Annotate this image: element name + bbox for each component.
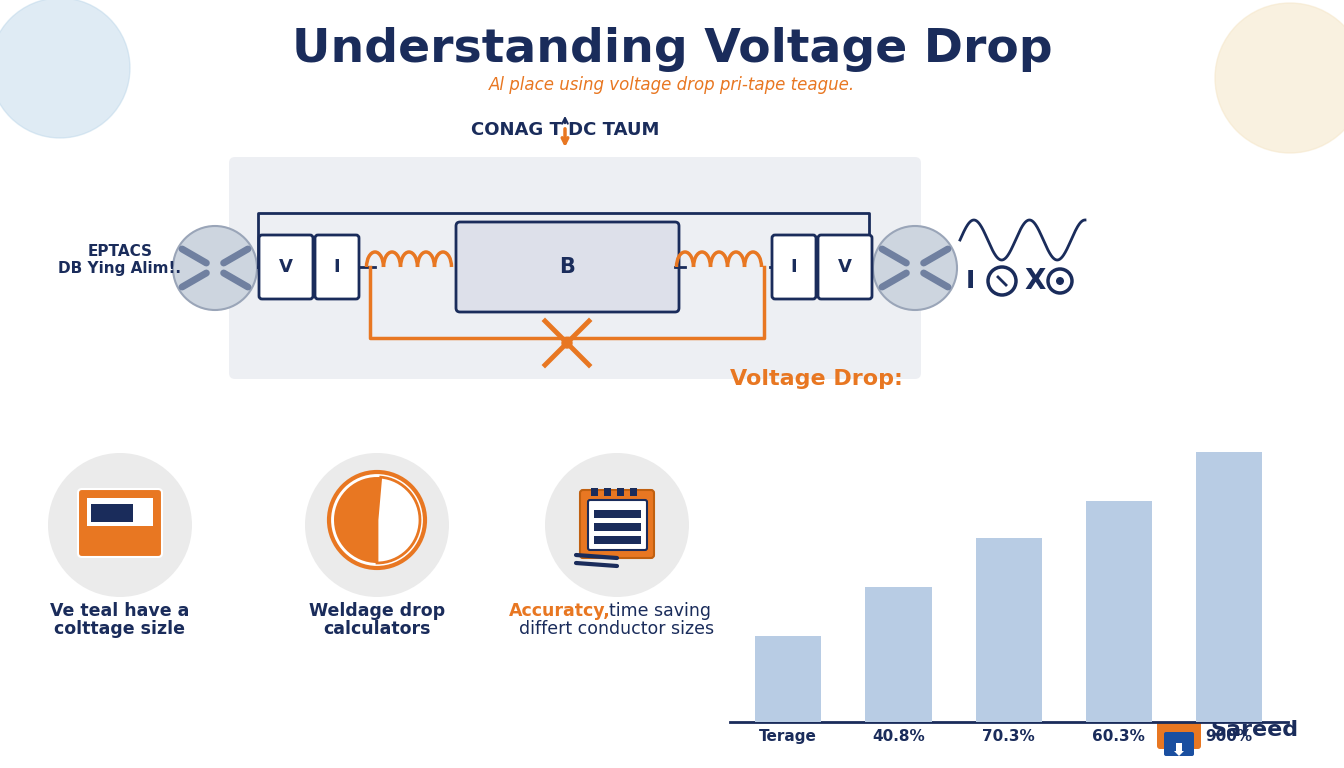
FancyBboxPatch shape	[259, 235, 313, 299]
Text: differt conductor sizes: differt conductor sizes	[519, 620, 715, 638]
Text: Accuratcy,: Accuratcy,	[509, 602, 612, 620]
Bar	[594, 510, 641, 518]
Text: Al place using voltage drop pri-tape teague.: Al place using voltage drop pri-tape tea…	[489, 76, 855, 94]
Text: Ve teal have a: Ve teal have a	[50, 602, 190, 620]
Text: Understanding Voltage Drop: Understanding Voltage Drop	[292, 28, 1052, 72]
FancyBboxPatch shape	[1157, 705, 1202, 749]
Circle shape	[546, 453, 689, 597]
Bar	[603, 488, 612, 496]
Bar	[591, 488, 598, 496]
Text: B: B	[559, 257, 575, 277]
Text: Sareed: Sareed	[1210, 720, 1298, 740]
FancyBboxPatch shape	[314, 235, 359, 299]
Bar	[91, 504, 133, 522]
Bar	[617, 488, 624, 496]
FancyBboxPatch shape	[771, 235, 816, 299]
Bar	[1086, 501, 1152, 722]
Text: TM: TM	[1262, 713, 1278, 723]
Bar	[755, 636, 821, 722]
Text: calculators: calculators	[324, 620, 430, 638]
Text: Voltage Drop:: Voltage Drop:	[730, 369, 903, 389]
FancyBboxPatch shape	[228, 157, 921, 379]
Circle shape	[329, 472, 425, 568]
Circle shape	[305, 453, 449, 597]
FancyBboxPatch shape	[581, 490, 655, 558]
FancyBboxPatch shape	[78, 489, 163, 557]
Text: CONAG T DC TAUM: CONAG T DC TAUM	[470, 121, 659, 139]
Text: Weldage drop: Weldage drop	[309, 602, 445, 620]
Wedge shape	[335, 477, 380, 563]
Wedge shape	[378, 477, 419, 563]
FancyBboxPatch shape	[589, 500, 646, 550]
Circle shape	[173, 226, 257, 310]
FancyBboxPatch shape	[1164, 732, 1193, 756]
FancyArrow shape	[1175, 743, 1184, 756]
Circle shape	[562, 338, 573, 348]
Circle shape	[874, 226, 957, 310]
Bar	[976, 538, 1042, 722]
Text: time saving: time saving	[609, 602, 711, 620]
Text: V: V	[280, 258, 293, 276]
Circle shape	[1056, 277, 1064, 285]
Bar	[1196, 452, 1262, 722]
Circle shape	[0, 0, 130, 138]
FancyBboxPatch shape	[456, 222, 679, 312]
Text: EPTACS: EPTACS	[87, 244, 152, 260]
Bar	[594, 523, 641, 531]
Circle shape	[1215, 3, 1344, 153]
Bar	[630, 488, 637, 496]
Bar	[866, 587, 931, 722]
Text: I: I	[333, 258, 340, 276]
Bar	[594, 536, 641, 544]
Text: colttage sizle: colttage sizle	[55, 620, 185, 638]
Text: X: X	[1024, 267, 1046, 295]
Text: V: V	[839, 258, 852, 276]
Bar	[87, 498, 153, 526]
Text: I: I	[790, 258, 797, 276]
Circle shape	[48, 453, 192, 597]
Text: DB Ying Alim!.: DB Ying Alim!.	[59, 261, 181, 276]
FancyBboxPatch shape	[818, 235, 872, 299]
Text: I: I	[965, 269, 974, 293]
